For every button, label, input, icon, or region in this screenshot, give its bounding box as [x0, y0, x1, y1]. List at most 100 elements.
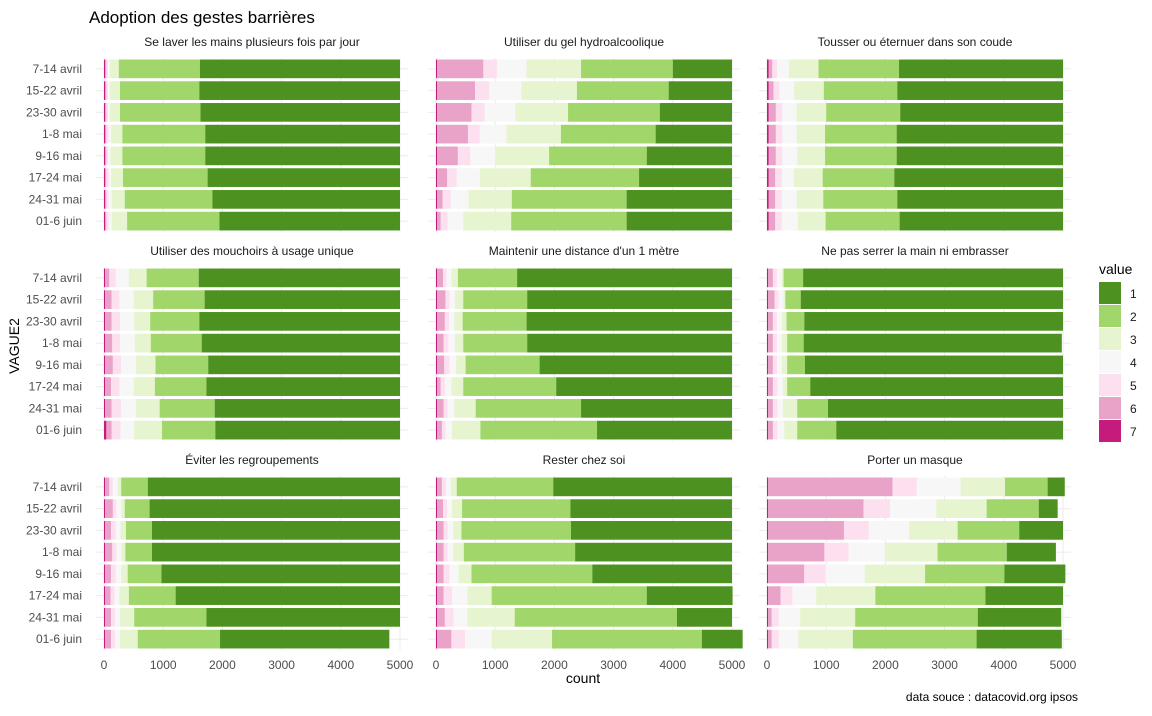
bar-segment: [116, 499, 122, 518]
bar-segment: [810, 377, 1063, 396]
bar-segment: [121, 499, 125, 518]
bar-segment: [437, 521, 444, 540]
bar-segment: [626, 190, 732, 209]
bar-segment: [111, 564, 116, 584]
bar-segment: [111, 211, 128, 231]
bar-segment: [767, 377, 769, 396]
bar-segment: [121, 399, 136, 418]
bar-segment: [782, 377, 788, 396]
x-tick-label: 3000: [600, 658, 627, 672]
legend-label: 5: [1130, 379, 1137, 393]
bar-segment: [767, 521, 769, 540]
bar-segment: [517, 268, 732, 288]
bar-segment: [775, 124, 783, 144]
legend-label: 3: [1130, 333, 1137, 347]
bar-segment: [676, 608, 732, 627]
bar-segment: [768, 564, 805, 584]
bar-segment: [104, 81, 106, 100]
bar-segment: [437, 399, 444, 418]
y-tick-label: 01-6 juin: [36, 632, 82, 646]
bar-segment: [437, 103, 472, 122]
bar-segment: [570, 521, 732, 540]
bar-segment: [436, 420, 438, 440]
bar-segment: [768, 542, 825, 562]
bar-segment: [110, 586, 115, 605]
bar-segment: [576, 81, 669, 100]
bar-segment: [436, 81, 438, 100]
bar-segment: [104, 211, 106, 231]
bar-segment: [668, 81, 732, 100]
bar-segment: [442, 190, 451, 209]
bar-segment: [1004, 564, 1066, 584]
bar-segment: [977, 608, 1062, 627]
bar-segment: [960, 477, 1005, 497]
x-tick-label: 4000: [990, 658, 1017, 672]
bar-segment: [104, 103, 106, 122]
bar-segment: [449, 355, 457, 375]
bar-segment: [437, 629, 452, 649]
bar-segment: [104, 168, 106, 187]
bar-segment: [121, 477, 148, 497]
bar-segment: [106, 81, 109, 100]
bar-segment: [451, 268, 458, 288]
bar-segment: [768, 377, 773, 396]
bar-segment: [781, 168, 794, 187]
facet-title: Utiliser des mouchoirs à usage unique: [150, 244, 354, 258]
y-tick-label: 01-6 juin: [36, 423, 82, 437]
bar-segment: [207, 168, 400, 187]
bar-segment: [777, 268, 782, 288]
x-tick-label: 2000: [541, 658, 568, 672]
x-tick-label: 2000: [872, 658, 899, 672]
bar-segment: [445, 420, 452, 440]
bar-segment: [768, 355, 773, 375]
y-tick-label: 24-31 mai: [29, 401, 82, 415]
x-tick-label: 2000: [209, 658, 236, 672]
bar-segment: [479, 124, 507, 144]
bar-segment: [106, 420, 112, 440]
y-tick-label: 17-24 mai: [29, 380, 82, 394]
bar-segment: [530, 168, 640, 187]
bar-segment: [937, 542, 1007, 562]
bar-segment: [626, 211, 732, 231]
bar-segment: [443, 333, 449, 353]
bar-segment: [454, 312, 463, 331]
bar-segment: [108, 59, 110, 79]
bar-segment: [825, 211, 900, 231]
bar-segment: [827, 399, 1063, 418]
bar-segment: [109, 81, 120, 100]
bar-segment: [868, 521, 910, 540]
facet-panel: Utiliser du gel hydroalcoolique: [428, 35, 740, 232]
facet-title: Éviter les regroupements: [185, 452, 318, 467]
bar-segment: [462, 499, 571, 518]
panels-layer: Se laver les mains plusieurs fois par jo…: [26, 35, 1077, 672]
facet-panel: Utiliser des mouchoirs à usage unique 7-1…: [26, 244, 408, 441]
bar-segment: [825, 124, 897, 144]
bar-segment: [106, 103, 109, 122]
y-tick-label: 7-14 avril: [33, 480, 82, 494]
bar-segment: [106, 211, 109, 231]
bar-segment: [985, 586, 1063, 605]
bar-segment: [526, 59, 582, 79]
bar-segment: [825, 146, 897, 166]
bar-segment: [436, 477, 438, 497]
bar-segment: [109, 477, 113, 497]
bar-segment: [447, 499, 452, 518]
bar-segment: [106, 168, 109, 187]
bar-segment: [768, 124, 776, 144]
bar-segment: [767, 399, 769, 418]
y-tick-label: 17-24 mai: [29, 171, 82, 185]
bar-segment: [552, 629, 702, 649]
bar-segment: [134, 608, 207, 627]
bar-segment: [437, 477, 442, 497]
bar-segment: [475, 81, 490, 100]
bar-segment: [925, 564, 1005, 584]
bar-segment: [900, 103, 1063, 122]
bar-segment: [125, 542, 152, 562]
bar-segment: [437, 564, 444, 584]
bar-segment: [105, 59, 107, 79]
bar-segment: [437, 608, 445, 627]
bar-segment: [824, 542, 849, 562]
bar-segment: [475, 399, 582, 418]
y-tick-label: 15-22 avril: [26, 293, 82, 307]
bar-segment: [105, 146, 107, 166]
